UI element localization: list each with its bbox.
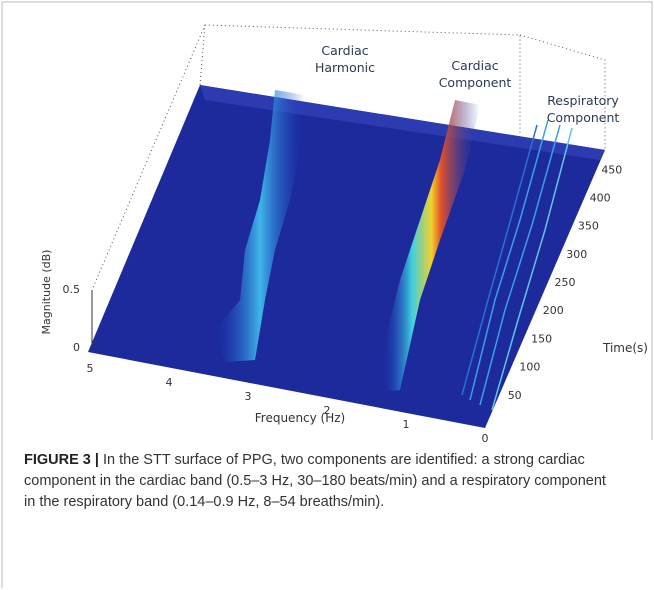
y-tick-label: 0 [73, 341, 80, 354]
box-lines [91, 24, 606, 291]
annotation: Harmonic [315, 60, 375, 75]
x-tick-label: 2 [324, 404, 331, 417]
y-tick-label: 0.5 [63, 283, 81, 296]
caption-text: In the STT surface of PPG, two component… [24, 452, 606, 510]
x-tick-label: 4 [166, 376, 173, 389]
x-tick-label: 0 [482, 432, 489, 445]
x-tick-label: 1 [403, 418, 410, 431]
y-axis-label: Magnitude (dB) [40, 250, 53, 335]
ridges [215, 90, 573, 411]
z-tick-label: 50 [508, 389, 522, 402]
z-axis-label: Time(s) [602, 341, 648, 355]
x-tick-label: 5 [87, 362, 94, 375]
z-tick-label: 300 [566, 248, 587, 261]
z-tick-label: 150 [531, 332, 552, 345]
z-tick-label: 350 [578, 220, 599, 233]
frame [1, 1, 653, 440]
z-tick-label: 450 [601, 163, 622, 176]
caption: FIGURE 3 | In the STT surface of PPG, tw… [24, 450, 614, 513]
z-tick-label: 100 [519, 361, 540, 374]
caption-label: FIGURE 3 | [24, 452, 99, 468]
x-tick-label: 3 [245, 390, 252, 403]
z-tick-label: 400 [590, 191, 611, 204]
z-tick-label: 200 [543, 304, 564, 317]
annotation: Respiratory [547, 93, 619, 108]
annotation: Cardiac [321, 43, 368, 58]
annotation: Component [547, 110, 620, 125]
z-tick-label: 250 [555, 276, 576, 289]
annotation: Component [439, 75, 512, 90]
x-axis-label: Frequency (Hz) [255, 411, 346, 425]
annotation: Cardiac [451, 58, 498, 73]
